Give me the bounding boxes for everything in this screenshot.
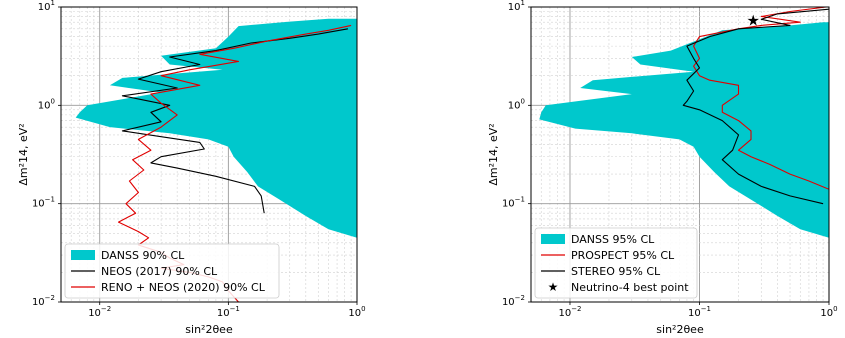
x-axis-label: sin²2θee [656, 323, 704, 336]
y-tick-label: 100 [38, 97, 55, 111]
x-axis-label: sin²2θee [185, 323, 233, 336]
y-tick-label: 10−2 [32, 294, 55, 308]
danss-90-cl-region [75, 18, 357, 238]
danss-90-cl-legend-label: DANSS 90% CL [101, 249, 185, 262]
x-tick-label: 100 [348, 305, 365, 319]
plot-frame [60, 6, 358, 303]
x-tick-label: 10−1 [217, 305, 240, 319]
danss-95-cl-region [539, 22, 829, 238]
y-tick-label: 10−1 [502, 196, 525, 210]
danss-95-cl-legend-swatch [541, 234, 565, 244]
y-tick-label: 101 [508, 0, 525, 13]
neos-2017-90-cl-line [121, 28, 348, 214]
stereo-95-cl-line [682, 8, 829, 205]
legend: DANSS 95% CL PROSPECT 95% CL STEREO 95% CL… [534, 227, 698, 299]
x-tick-label: 10−2 [88, 305, 111, 319]
prospect-95-cl-legend-label: PROSPECT 95% CL [571, 249, 675, 262]
y-tick-label: 100 [508, 97, 525, 111]
y-axis-label: Δm²14, eV² [17, 123, 30, 185]
neutrino-4-best-point-marker: ★ [747, 11, 760, 29]
legend-box [64, 243, 280, 299]
stereo-95-cl-legend-label: STEREO 95% CL [571, 265, 661, 278]
reno-neos-2020-90-cl-legend-label: RENO + NEOS (2020) 90% CL [101, 281, 266, 294]
y-tick-label: 101 [38, 0, 55, 13]
neos-2017-90-cl-legend-label: NEOS (2017) 90% CL [101, 265, 218, 278]
x-tick-label: 10−2 [558, 305, 581, 319]
y-tick-label: 10−1 [32, 196, 55, 210]
legend-box [534, 227, 698, 299]
right-panel: ★ 10−2 10−1 100 10−2 10−1 100 101 sin²2θee Δm²… [487, 0, 838, 336]
prospect-95-cl-line [693, 7, 829, 190]
x-tick-label: 100 [820, 305, 837, 319]
plot-frame [530, 6, 830, 303]
neutrino-4-best-point-legend-swatch: ★ [548, 280, 559, 294]
danss-95-cl-legend-label: DANSS 95% CL [571, 233, 655, 246]
neutrino-4-best-point-legend-label: Neutrino-4 best point [571, 281, 689, 294]
y-tick-label: 10−2 [502, 294, 525, 308]
left-panel: 10−2 10−1 100 10−2 10−1 100 101 sin²2θee Δm²14… [17, 0, 366, 336]
y-axis-label: Δm²14, eV² [487, 123, 500, 185]
danss-90-cl-legend-swatch [71, 250, 95, 260]
legend: DANSS 90% CL NEOS (2017) 90% CL RENO + NEO… [64, 243, 280, 299]
x-tick-label: 10−1 [688, 305, 711, 319]
